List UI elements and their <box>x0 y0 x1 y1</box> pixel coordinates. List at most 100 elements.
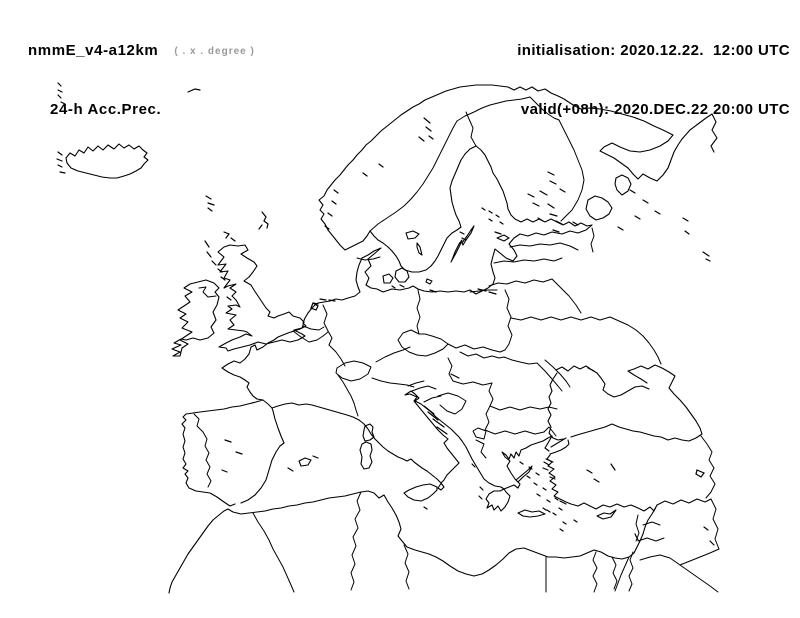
black-sea-west-coastline <box>548 373 563 440</box>
border-germany-poland <box>417 290 420 334</box>
gotland-island <box>462 226 474 245</box>
border-netherlands-belgium <box>303 326 324 330</box>
border-spain-portugal <box>194 414 211 487</box>
orkney-islands <box>224 232 235 241</box>
ireland <box>172 280 219 356</box>
border-sweden-finland <box>466 112 476 146</box>
border-russia-estonia <box>591 228 594 252</box>
border-france-spain <box>263 400 272 408</box>
border-slovenia-austria <box>408 381 424 386</box>
limfjord <box>357 257 380 260</box>
chios-samos <box>543 468 555 479</box>
border-jordan-saudi-west <box>640 555 680 565</box>
border-estonia-latvia <box>510 243 578 250</box>
lesbos <box>544 459 553 465</box>
valid-time: valid(+08h): 2020.DEC.22 20:00 UTC <box>520 101 790 118</box>
danish-islets <box>392 285 404 288</box>
border-croatia-bosnia <box>424 396 441 402</box>
corsica <box>363 424 374 441</box>
iceland-westfjords <box>57 152 65 173</box>
funen-island <box>383 274 393 283</box>
black-sea <box>548 365 702 441</box>
border-hungary-croatia-serbia <box>453 381 492 385</box>
cyprus <box>597 510 616 519</box>
border-lebanon-syria <box>643 522 660 525</box>
border-ukraine-russia <box>600 317 661 364</box>
menorca <box>313 456 318 458</box>
border-bulgaria-serbia-macedonia <box>485 406 490 430</box>
border-austria-hungary <box>448 358 453 381</box>
border-moldova-east <box>545 360 570 387</box>
border-belarus-russia <box>552 279 581 313</box>
border-jordan-saudi <box>680 565 718 592</box>
border-germany-austria <box>376 347 410 362</box>
border-morocco-algeria <box>253 513 294 592</box>
russian-interior-lake <box>703 252 710 261</box>
azov-sea-coastline <box>571 365 702 441</box>
sicily <box>404 484 437 501</box>
border-poland-kaliningrad <box>470 290 497 292</box>
oland-island <box>451 240 462 262</box>
border-turkey-east <box>701 436 715 498</box>
cyclades-islands <box>520 462 577 531</box>
border-finland-russia <box>559 120 584 221</box>
border-bosnia-serbia <box>438 393 466 414</box>
border-syria-jordan <box>638 538 664 541</box>
lake-onega <box>615 175 631 195</box>
border-netherlands-germany <box>323 305 328 331</box>
border-albania-greece <box>476 440 486 458</box>
header-right: initialisation: 2020.12.22. 12:00 UTC va… <box>517 6 790 154</box>
euboea <box>516 466 532 482</box>
sardinia <box>360 442 372 469</box>
border-slovakia-poland-ukraine <box>448 344 505 352</box>
border-egypt-israel <box>615 557 629 591</box>
mallorca <box>299 458 311 466</box>
syrian-lakes <box>704 527 714 545</box>
jordan-river-dead-sea <box>629 515 639 591</box>
mediterranean-islands <box>360 406 616 531</box>
iceland-coastline <box>66 144 148 178</box>
balearic-islands <box>288 456 318 471</box>
marmara-south-coastline <box>550 440 569 454</box>
lake-ladoga <box>586 196 612 220</box>
border-moldova-west <box>537 363 562 391</box>
hebrides-islands <box>205 241 225 280</box>
lake-van <box>696 470 704 477</box>
finnish-lakes <box>528 191 578 232</box>
nile-river <box>593 552 597 592</box>
ijsselmeer <box>311 303 318 310</box>
border-lithuania-belarus <box>489 279 552 286</box>
mediterranean-north-coastline <box>359 391 552 511</box>
suez-lines <box>612 557 617 589</box>
bornholm-island <box>426 279 432 284</box>
border-france-italy <box>338 375 358 416</box>
stockholm-archipelago <box>460 232 466 240</box>
product-name: 24-h Acc.Prec. <box>50 101 162 118</box>
border-latvia-lithuania <box>494 258 562 263</box>
faroe-islands <box>206 196 214 211</box>
border-romania-bulgaria <box>490 406 557 410</box>
jan-mayen-island <box>188 89 200 92</box>
black-sea-north-coastline <box>556 366 649 397</box>
border-syria-iraq <box>711 499 719 549</box>
border-romania-ukraine <box>504 357 537 364</box>
border-tunisia-libya <box>404 545 409 589</box>
northern-ireland-border <box>199 287 216 297</box>
border-macedonia-albania <box>473 428 486 439</box>
norwegian-coastal-islets <box>325 164 383 229</box>
north-africa-coastline <box>169 491 629 593</box>
lake-balaton <box>451 374 459 378</box>
border-belgium-germany <box>328 331 332 345</box>
grid-resolution-annotation: ( . x . degree ) <box>174 46 255 57</box>
isle-of-man <box>227 297 231 300</box>
dnieper-estuary <box>588 368 594 371</box>
border-france-germany <box>329 345 345 366</box>
scandinavia-barents-coastline <box>319 85 717 250</box>
dead-sea <box>635 534 638 540</box>
lake-vanern <box>406 231 419 239</box>
border-czech-republic <box>398 330 448 356</box>
crete <box>518 510 545 517</box>
ireland-coastline <box>172 280 219 356</box>
